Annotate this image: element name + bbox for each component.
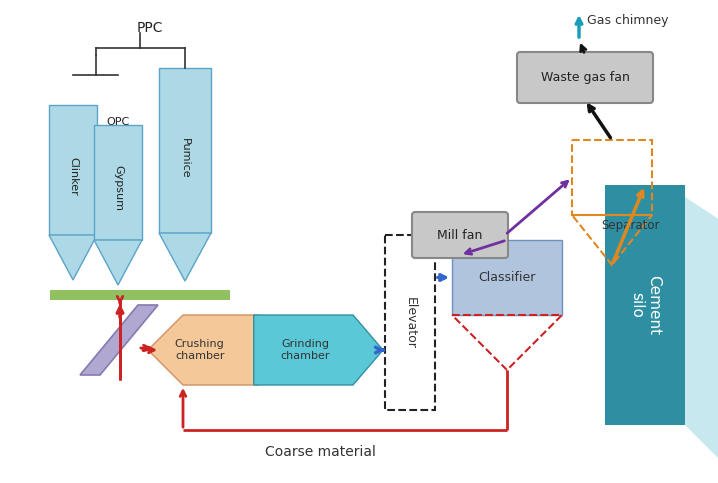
Polygon shape: [94, 125, 142, 240]
Polygon shape: [148, 315, 258, 385]
Polygon shape: [253, 315, 383, 385]
Text: Separator: Separator: [601, 218, 659, 231]
Polygon shape: [159, 233, 211, 281]
Text: Clinker: Clinker: [68, 157, 78, 196]
Polygon shape: [94, 240, 142, 285]
Text: Classifier: Classifier: [478, 271, 536, 284]
Text: Coarse material: Coarse material: [264, 445, 376, 459]
Text: Waste gas fan: Waste gas fan: [541, 71, 630, 84]
Text: PPC: PPC: [136, 21, 163, 35]
Bar: [385, 235, 435, 410]
Text: Pumice: Pumice: [180, 139, 190, 179]
Polygon shape: [159, 68, 211, 233]
FancyBboxPatch shape: [412, 212, 508, 258]
Bar: [572, 140, 652, 215]
Polygon shape: [49, 235, 97, 280]
Polygon shape: [685, 197, 718, 460]
Polygon shape: [452, 240, 562, 315]
Polygon shape: [49, 105, 97, 235]
Polygon shape: [80, 305, 158, 375]
FancyBboxPatch shape: [605, 185, 685, 425]
FancyBboxPatch shape: [517, 52, 653, 103]
Text: Grinding
chamber: Grinding chamber: [281, 339, 330, 361]
Text: Mill fan: Mill fan: [437, 228, 482, 242]
Text: OPC: OPC: [106, 117, 130, 127]
Text: Gypsum: Gypsum: [113, 165, 123, 211]
Text: Elevator: Elevator: [404, 297, 416, 348]
Text: Gas chimney: Gas chimney: [587, 14, 668, 27]
Text: Cement
silo: Cement silo: [629, 275, 661, 335]
Text: Crushing
chamber: Crushing chamber: [174, 339, 225, 361]
FancyBboxPatch shape: [50, 290, 230, 300]
